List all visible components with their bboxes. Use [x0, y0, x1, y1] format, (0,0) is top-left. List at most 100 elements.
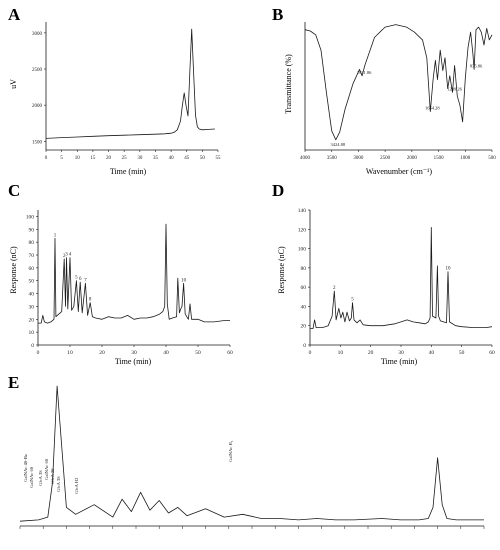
- panel-a-x-tick-label: 55: [216, 156, 222, 161]
- panel-c-peak-label: 3: [65, 253, 68, 258]
- panel-b-series-line: [304, 24, 493, 141]
- panel-d-y-tick-label: 40: [301, 304, 307, 310]
- panel-c-y-tick-label: 0: [31, 343, 34, 349]
- panel-d-chromatogram: Response (nC) Time (min) 0 10 20 30 40 50 60 0 2…: [277, 208, 495, 366]
- panel-letter-d: D: [272, 181, 284, 200]
- panel-c-peak-label: 7: [84, 278, 87, 283]
- panel-a-y-tick-label: 1500: [32, 140, 43, 145]
- panel-a-x-tick-label: 10: [75, 156, 81, 161]
- panel-d-peak-label: 10: [446, 267, 452, 272]
- panel-a-x-tick-label: 0: [45, 156, 48, 161]
- panel-a-x-tick-label: 35: [153, 156, 159, 161]
- panel-c-y-tick-label: 90: [29, 227, 35, 233]
- panel-c-y-tick-label: 70: [29, 253, 35, 259]
- panel-a-x-tick-label: 15: [90, 156, 96, 161]
- panel-d-x-tick-label: 40: [429, 350, 435, 356]
- panel-c-chromatogram: Response (nC) Time (min) 0 10 20 30 40 50 60 0 1…: [9, 210, 233, 366]
- panel-d-peak-label: 2: [333, 286, 336, 291]
- panel-b-x-tick-label: 4000: [300, 156, 311, 161]
- panel-c-x-tick-label: 40: [163, 350, 169, 356]
- panel-b-x-tick-label: 3000: [353, 156, 364, 161]
- panel-d-x-tick-label: 30: [398, 350, 404, 356]
- panel-c-y-tick-label: 80: [29, 240, 35, 246]
- panel-c-peak-label: 2: [63, 254, 66, 259]
- panel-e-peak-label: GalNAc 4S-Bz: [23, 454, 28, 482]
- panel-c-y-tick-label: 10: [29, 330, 35, 336]
- panel-d-y-tick-label: 20: [301, 324, 307, 330]
- panel-d-peak-label: 5: [351, 298, 354, 303]
- panel-b-peak-annotation: 2931.86: [357, 70, 372, 75]
- panel-d-x-tick-label: 0: [309, 350, 312, 356]
- panel-e-peak-label: GlcA 3S: [38, 470, 43, 486]
- panel-c-y-tick-label: 50: [29, 279, 35, 285]
- panel-e-peak-label: GlcA 2S: [50, 468, 55, 484]
- panel-c-peak-label: 1: [54, 233, 57, 238]
- panel-a-x-tick-label: 40: [169, 156, 175, 161]
- panel-b-ylabel: Transmittance (%): [284, 54, 293, 114]
- panel-letter-b: B: [272, 5, 283, 24]
- panel-letter-c: C: [8, 181, 20, 200]
- panel-b-x-tick-label: 1500: [434, 156, 445, 161]
- panel-a-y-tick-label: 3000: [32, 32, 43, 37]
- panel-d-xlabel: Time (min): [381, 357, 418, 366]
- panel-d-series-line: [310, 226, 493, 330]
- panel-e-peak-label: GalNAc H₃: [228, 440, 233, 462]
- panel-b-peak-annotation: 835.86: [470, 63, 483, 68]
- panel-letter-e: E: [8, 373, 19, 392]
- panel-d-y-tick-label: 0: [303, 343, 306, 349]
- panel-e-nmr-spectrum: GalNAc 4S-Bz GalNAc 6S GlcA 3S GalNAc 6S Glc…: [19, 385, 485, 529]
- panel-b-x-tick-label: 1000: [460, 156, 471, 161]
- panel-d-x-tick-label: 20: [368, 350, 374, 356]
- panel-a-ylabel: uV: [9, 79, 18, 89]
- panel-c-x-tick-label: 30: [131, 350, 137, 356]
- panel-e-peak-label: GalNAc 6S: [29, 466, 34, 488]
- panel-c-peak-label: 5: [75, 276, 78, 281]
- panel-c-y-tick-label: 60: [29, 266, 35, 272]
- panel-a-xlabel: Time (min): [110, 167, 147, 176]
- panel-e-peak-label: GalNAc 6S: [44, 458, 49, 480]
- panel-letter-a: A: [8, 5, 21, 24]
- panel-b-x-tick-label: 2000: [407, 156, 418, 161]
- panel-a-x-tick-label: 25: [122, 156, 128, 161]
- panel-c-ylabel: Response (nC): [9, 246, 18, 294]
- panel-a-x-tick-label: 30: [137, 156, 143, 161]
- panel-c-y-tick-label: 100: [26, 214, 35, 220]
- panel-d-x-tick-label: 60: [489, 350, 495, 356]
- panel-b-x-tick-label: 3500: [327, 156, 338, 161]
- panel-c-peak-label: 10: [181, 278, 187, 283]
- panel-d-x-tick-label: 10: [338, 350, 344, 356]
- panel-a-series-line: [45, 28, 215, 139]
- panel-b-peak-annotation: 1654.28: [425, 106, 440, 111]
- panel-c-x-tick-label: 20: [99, 350, 105, 356]
- panel-a-x-tick-label: 50: [200, 156, 206, 161]
- panel-a-x-tick-label: 20: [106, 156, 112, 161]
- panel-d-y-tick-label: 100: [298, 247, 307, 253]
- panel-a-x-tick-label: 45: [184, 156, 190, 161]
- panel-c-y-tick-label: 30: [29, 304, 35, 310]
- panel-b-ftir-spectrum: Transmittance (%) Wavenumber (cm⁻¹) 4000…: [284, 22, 496, 176]
- panel-c-x-tick-label: 60: [227, 350, 233, 356]
- panel-c-x-tick-label: 10: [67, 350, 73, 356]
- panel-d-ylabel: Response (nC): [277, 246, 286, 294]
- panel-a-x-tick-label: 5: [60, 156, 63, 161]
- panel-c-x-tick-label: 50: [195, 350, 201, 356]
- panel-c-peak-label: 4: [69, 253, 72, 258]
- panel-d-y-tick-label: 60: [301, 285, 307, 291]
- panel-b-xlabel: Wavenumber (cm⁻¹): [366, 167, 433, 176]
- panel-b-x-tick-label: 2500: [380, 156, 391, 161]
- panel-e-peak-label: GlcA H2: [74, 477, 79, 494]
- panel-c-y-tick-label: 40: [29, 292, 35, 298]
- panel-c-x-tick-label: 0: [37, 350, 40, 356]
- panel-d-y-tick-label: 120: [298, 227, 307, 233]
- panel-e-series-line: [19, 385, 484, 522]
- panel-d-y-tick-label: 140: [298, 208, 307, 214]
- panel-c-series-line: [38, 223, 230, 324]
- panel-b-peak-annotation: 1239.26: [447, 86, 462, 91]
- panel-d-y-tick-label: 80: [301, 266, 307, 272]
- panel-b-x-tick-label: 500: [488, 156, 496, 161]
- panel-c-peak-label: 8: [89, 298, 92, 303]
- panel-b-peak-annotation: 3424.88: [330, 142, 345, 147]
- panel-c-xlabel: Time (min): [115, 357, 152, 366]
- panel-a-y-tick-label: 2500: [32, 68, 43, 73]
